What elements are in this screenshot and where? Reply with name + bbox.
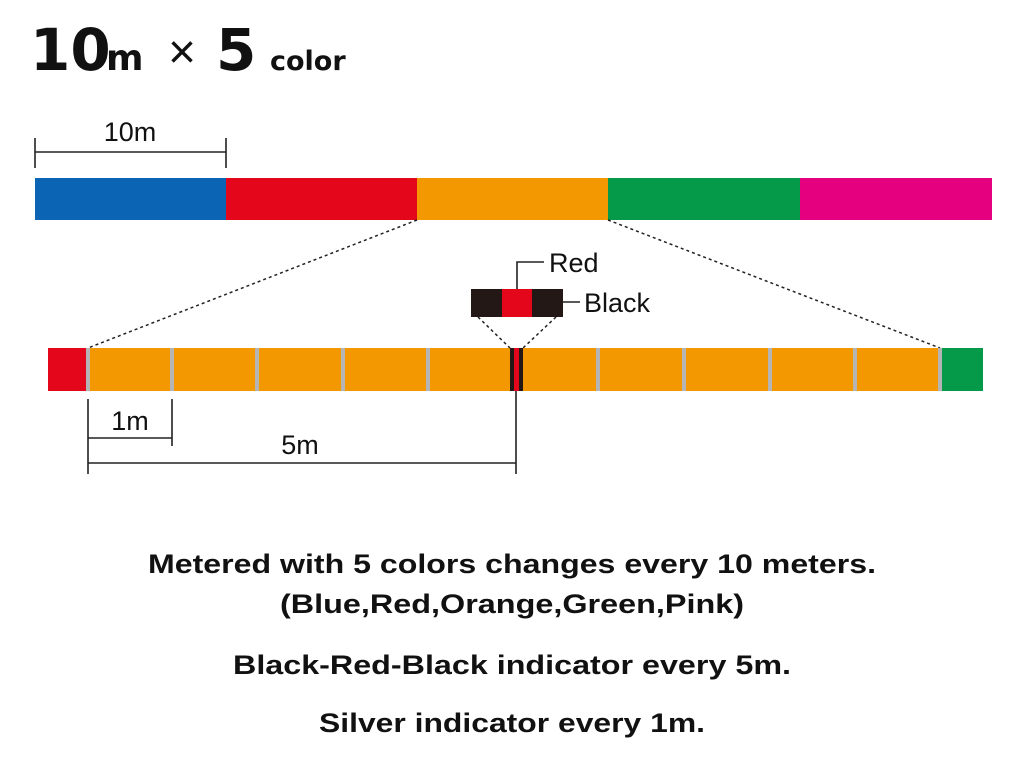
- silver-marker: [170, 348, 174, 391]
- segment-green: [940, 348, 983, 391]
- title-count: 5: [216, 16, 256, 84]
- inset-label: Black: [584, 288, 651, 318]
- marker-black: [519, 348, 523, 391]
- silver-marker: [86, 348, 90, 391]
- caption: Metered with 5 colors changes every 10 m…: [148, 549, 876, 579]
- title-count-unit: color: [270, 46, 346, 77]
- segment-orange: [417, 178, 609, 220]
- title-length: 10: [30, 16, 111, 84]
- inset-label: Red: [549, 248, 599, 278]
- leader-line: [516, 261, 544, 289]
- silver-marker: [768, 348, 772, 391]
- silver-marker: [682, 348, 686, 391]
- dimension-label: 1m: [111, 406, 149, 436]
- silver-marker: [853, 348, 857, 391]
- silver-marker: [426, 348, 430, 391]
- segment-blue: [35, 178, 227, 220]
- inset-red: [502, 289, 533, 317]
- marker-red: [514, 348, 519, 391]
- segment-red: [226, 178, 418, 220]
- silver-markers: [86, 348, 942, 391]
- marker-black: [510, 348, 514, 391]
- caption: Black-Red-Black indicator every 5m.: [233, 650, 791, 680]
- zoom-line: [522, 316, 557, 349]
- zoom-line: [87, 219, 418, 349]
- segment-green: [608, 178, 801, 220]
- inset-black: [532, 289, 563, 317]
- zoom-line: [607, 219, 941, 349]
- title-length-unit: m: [106, 38, 144, 79]
- dimension-label: 5m: [281, 430, 319, 460]
- caption: Silver indicator every 1m.: [319, 708, 705, 738]
- silver-marker: [938, 348, 942, 391]
- zoom-line: [477, 316, 511, 349]
- inset-black: [471, 289, 503, 317]
- title-times: ×: [168, 26, 196, 79]
- segment-pink: [800, 178, 992, 220]
- dimension-label: 10m: [104, 117, 157, 147]
- silver-marker: [596, 348, 600, 391]
- segment-red: [48, 348, 89, 391]
- silver-marker: [255, 348, 259, 391]
- five-meter-marker: [510, 348, 523, 391]
- silver-marker: [341, 348, 345, 391]
- caption: (Blue,Red,Orange,Green,Pink): [280, 589, 744, 619]
